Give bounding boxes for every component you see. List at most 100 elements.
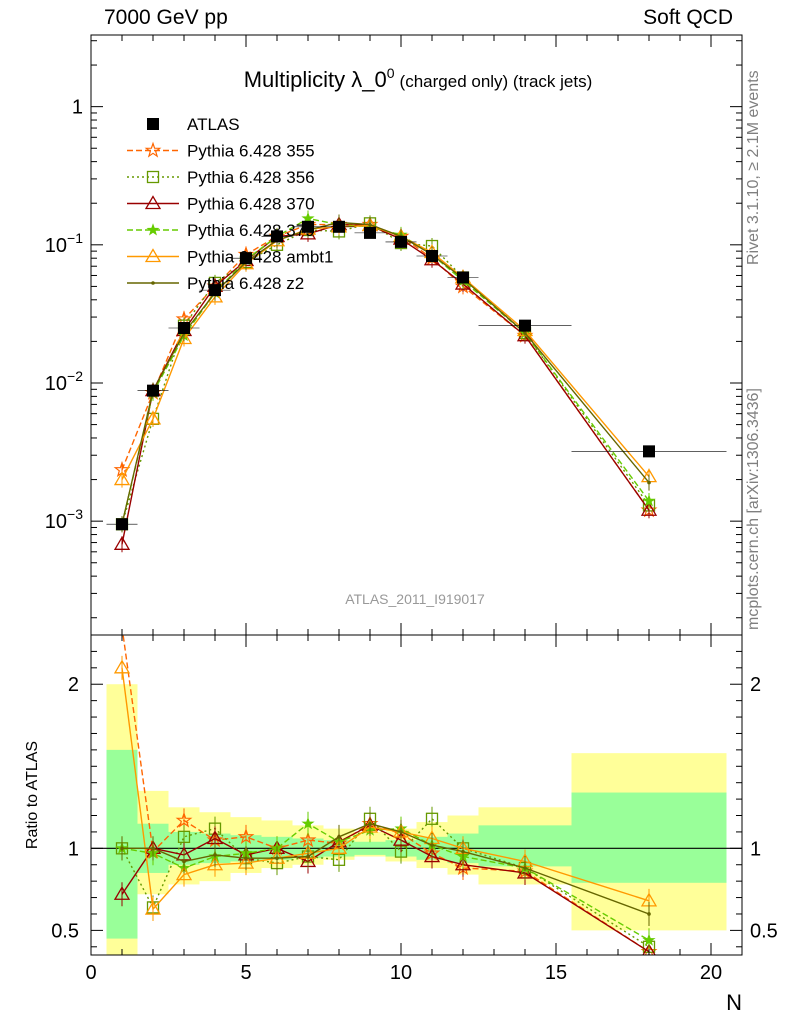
legend-entry-1: Pythia 6.428 355 — [127, 142, 315, 161]
title-main: Multiplicity λ_0 — [244, 67, 387, 92]
ratio-point — [399, 830, 403, 834]
header-energy-label: 7000 GeV pp — [104, 6, 228, 29]
ratio-point — [177, 830, 191, 843]
ratio-point — [642, 943, 656, 955]
x-tick-label: 0 — [85, 962, 96, 984]
atlas-point — [333, 220, 345, 233]
atlas-point — [426, 249, 438, 262]
atlas-point — [271, 230, 283, 243]
legend-label: Pythia 6.428 355 — [187, 142, 315, 161]
atlas-point — [643, 445, 655, 458]
chart-title: Multiplicity λ_00 (charged only) (track j… — [244, 65, 593, 92]
ratio-y-tick-label: 1 — [68, 838, 79, 860]
data-point — [113, 536, 131, 550]
data-point — [640, 501, 658, 516]
x-axis-label: N — [726, 990, 742, 1015]
atlas-point — [147, 384, 159, 397]
atlas-data — [106, 220, 727, 531]
x-tick-label: 10 — [390, 962, 412, 984]
data-point — [523, 331, 527, 335]
top-frame — [90, 34, 743, 636]
x-tick-label: 5 — [240, 962, 251, 984]
ratio-line — [122, 822, 650, 915]
ratio-point — [175, 811, 193, 828]
legend-label: ATLAS — [187, 115, 240, 134]
ratio-point — [306, 854, 310, 859]
ratio-point — [430, 843, 434, 847]
x-tick-label: 15 — [545, 962, 567, 984]
mcplots-reference-label: mcplots.cern.ch [arXiv:1306.3436] — [745, 388, 762, 630]
data-point — [175, 330, 193, 345]
y-tick-label: 10−2 — [45, 368, 83, 395]
ratio-y-tick-label: 0.5 — [51, 920, 79, 942]
ratio-point — [244, 856, 248, 860]
header-process-label: Soft QCD — [643, 6, 733, 29]
ratio-point — [301, 816, 315, 830]
atlas-point — [519, 319, 531, 332]
ratio-point — [368, 821, 372, 826]
ratio-point — [642, 933, 656, 946]
ratio-point — [237, 827, 255, 844]
rivet-version-label: Rivet 3.1.10, ≥ 2.1M events — [745, 70, 762, 265]
data-point — [642, 494, 656, 507]
analysis-label: ATLAS_2011_I919017 — [345, 591, 485, 607]
ratio-point — [423, 848, 441, 863]
atlas-point — [395, 235, 407, 248]
ratio-point — [523, 866, 527, 870]
ratio-point — [120, 846, 124, 851]
legend-entry-4: Pythia 6.428 379 — [127, 221, 315, 240]
data-point — [113, 471, 131, 486]
legend-label: Pythia 6.428 z2 — [187, 274, 304, 293]
ratio-y-tick-label-right: 0.5 — [750, 920, 778, 942]
atlas-point — [457, 271, 469, 284]
ratio-point — [275, 856, 279, 860]
ratio-line — [121, 824, 650, 953]
legend-marker — [146, 170, 160, 184]
ratio-point — [113, 885, 131, 900]
data-point — [299, 225, 317, 240]
atlas-point — [302, 220, 314, 233]
legend-label: Pythia 6.428 379 — [187, 221, 315, 240]
ratio-point — [330, 840, 348, 854]
ratio-point — [113, 659, 131, 674]
atlas-point — [209, 284, 221, 297]
title-superscript: 0 — [387, 65, 395, 81]
y-tick-label: 10−3 — [45, 506, 83, 533]
legend-label: Pythia 6.428 370 — [187, 195, 315, 214]
data-point — [301, 211, 315, 225]
ratio-point — [151, 846, 155, 851]
ratio-point — [425, 812, 439, 825]
atlas-point — [364, 226, 376, 239]
legend: ATLAS Pythia 6.428 355 Pythia 6.428 356 Pyt… — [127, 115, 333, 293]
distribution-plot: 10−3 10−2 10−1 1 — [45, 34, 743, 636]
ratio-point — [175, 866, 193, 881]
ratio-point — [144, 900, 162, 915]
x-tick-label: 20 — [700, 962, 722, 984]
legend-marker — [144, 195, 162, 210]
data-point — [368, 222, 372, 227]
ratio-point — [392, 831, 410, 846]
ratio-y-tick-label: 2 — [68, 674, 79, 696]
legend-entry-5: Pythia 6.428 ambt1 — [127, 248, 333, 267]
title-subtitle: (charged only) (track jets) — [400, 72, 593, 91]
ratio-point — [337, 835, 341, 839]
ratio-point — [213, 853, 217, 857]
ratio-y-tick-label-right: 1 — [750, 838, 761, 860]
legend-marker — [147, 118, 159, 130]
legend-entry-atlas: ATLAS — [147, 115, 240, 134]
y-tick-label: 10−1 — [45, 230, 83, 257]
atlas-point — [240, 252, 252, 265]
ratio-point — [454, 856, 472, 871]
ratio-frame — [90, 634, 743, 956]
ratio-y-tick-label-right: 2 — [750, 674, 761, 696]
data-point — [144, 410, 162, 425]
ratio-clip-group — [91, 635, 742, 955]
ratio-series-6 — [120, 811, 651, 926]
legend-entry-3: Pythia 6.428 370 — [127, 195, 315, 214]
ratio-plot: 0.5 0.51 12 20 5 10 15 20 — [51, 634, 778, 984]
ratio-y-axis-label: Ratio to ATLAS — [24, 741, 41, 849]
atlas-point — [178, 322, 190, 335]
legend-marker — [144, 248, 162, 263]
atlas-point — [116, 518, 128, 531]
data-point — [647, 480, 651, 485]
